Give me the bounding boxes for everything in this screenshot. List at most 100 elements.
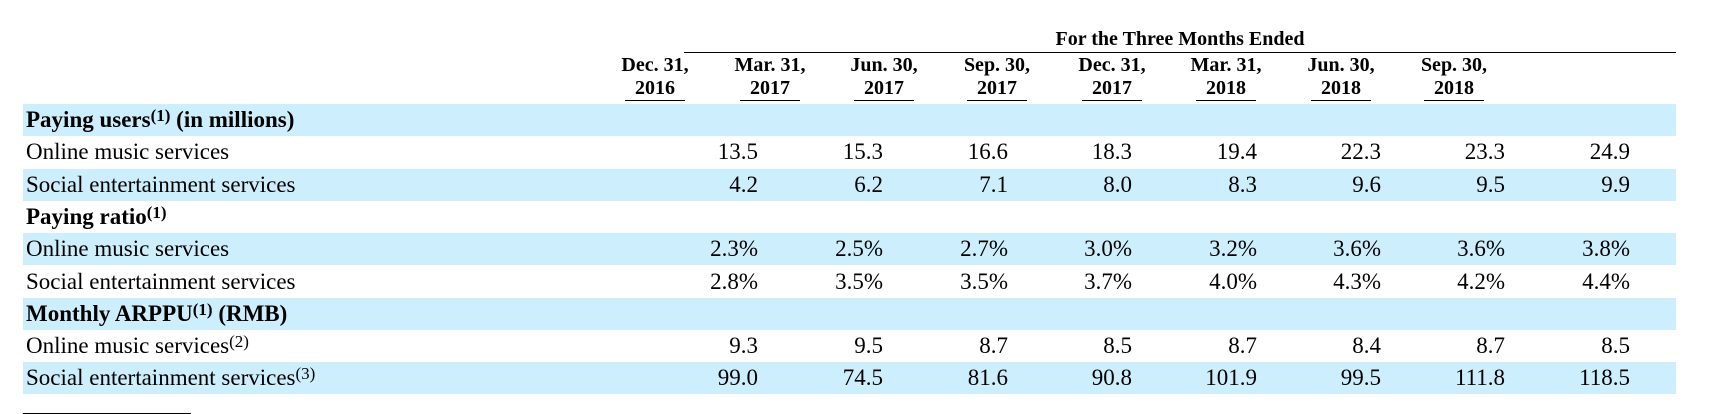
table-cell: 24.9 [1589,139,1630,165]
column-header-line2: 2017 [967,77,1027,101]
column-header: Jun. 30, 2017 [834,54,934,101]
column-header-line2: 2018 [1424,77,1484,101]
column-header-line2: 2018 [1311,77,1371,101]
table-row: Social entertainment services 2.8% 3.5% 3.5… [23,266,1676,298]
row-label: Social entertainment services [26,266,296,298]
row-label: Monthly ARPPU(1) (RMB) [26,298,287,330]
table-cell: 9.6 [1352,171,1381,197]
table-cell: 9.3 [729,333,758,359]
table-cell: 13.5 [717,139,758,165]
section-header-row: Monthly ARPPU(1) (RMB) [23,297,1676,330]
table-cell: 99.5 [1340,365,1381,391]
column-header: Jun. 30, 2018 [1291,54,1391,101]
column-header-line2: 2017 [740,77,800,101]
row-label: Paying ratio(1) [26,201,167,233]
column-header: Dec. 31, 2016 [605,54,705,101]
table-cell: 9.9 [1601,171,1630,197]
table-cell: 15.3 [842,139,883,165]
table-cell: 3.7% [1084,268,1132,294]
table-cell: 8.3 [1228,171,1257,197]
row-label-text: Online music services [26,139,230,165]
table-cell: 101.9 [1205,365,1257,391]
table-cell: 3.5% [835,268,883,294]
table-cell: 6.2 [854,171,883,197]
column-header-line1: Sep. 30, [1420,54,1488,76]
table-cell: 4.2 [729,171,758,197]
table-cell: 2.3% [710,236,758,262]
row-label-suffix: (RMB) [212,300,288,326]
row-label: Paying users(1) (in millions) [26,104,294,136]
column-header: Dec. 31, 2017 [1062,54,1162,101]
table-cell: 8.5 [1601,333,1630,359]
row-label-text: Social entertainment services [26,365,296,391]
table-cell: 7.1 [979,171,1008,197]
column-header-line1: Mar. 31, [1190,54,1262,76]
table-cell: 8.4 [1352,333,1381,359]
row-label-text: Social entertainment services [26,268,296,294]
table-cell: 99.0 [717,365,758,391]
column-header: Mar. 31, 2017 [720,54,820,101]
table-cell: 9.5 [1476,171,1505,197]
table-cell: 3.5% [960,268,1008,294]
row-label: Online music services [26,136,229,168]
table-row: Online music services(2) 9.3 9.5 8.7 8.5 8.7 8… [23,330,1676,362]
table-cell: 3.8% [1582,236,1630,262]
column-header: Sep. 30, 2018 [1404,54,1504,101]
footnote-marker: (2) [229,332,249,352]
column-header-line1: Jun. 30, [1307,54,1375,76]
row-label-text: Paying ratio [26,203,147,229]
column-header-line2: 2017 [1082,77,1142,101]
row-label-text: Paying users [26,107,151,132]
column-header-line2: 2017 [854,77,914,101]
table-cell: 111.8 [1454,365,1505,391]
table-row: Social entertainment services 4.2 6.2 7.1 8.… [23,168,1676,201]
row-label-text: Online music services [26,236,230,262]
table-cell: 4.0% [1209,268,1257,294]
table-cell: 9.5 [854,333,883,359]
footnote-marker: (1) [146,202,167,222]
table-cell: 2.8% [710,268,758,294]
table-row: Online music services 13.5 15.3 16.6 18.3 19.… [23,136,1676,168]
column-header-line2: 2018 [1196,77,1256,101]
table-cell: 23.3 [1464,139,1505,165]
table-cell: 2.5% [835,236,883,262]
column-header-line1: Mar. 31, [734,54,806,76]
row-label-text: Monthly ARPPU [26,300,193,326]
span-header-underline [684,52,1676,53]
table-cell: 18.3 [1091,139,1132,165]
table-cell: 81.6 [967,365,1008,391]
column-header-line1: Jun. 30, [850,54,918,76]
footnote-marker: (1) [192,299,213,319]
span-header: For the Three Months Ended [1055,28,1305,50]
table-cell: 4.4% [1582,268,1630,294]
table-cell: 8.7 [979,333,1008,359]
table-cell: 8.7 [1476,333,1505,359]
table-cell: 3.6% [1457,236,1505,262]
column-header-line2: 2016 [625,77,685,101]
table-cell: 4.2% [1457,268,1505,294]
table-cell: 118.5 [1579,365,1630,391]
table-cell: 3.0% [1084,236,1132,262]
row-label: Online music services [26,233,229,265]
section-header-row: Paying users(1) (in millions) [23,104,1676,136]
table-cell: 4.3% [1333,268,1381,294]
footnote-marker: (3) [295,364,316,384]
column-header: Sep. 30, 2017 [947,54,1047,101]
row-label: Social entertainment services [26,169,296,201]
table-cell: 8.7 [1228,333,1257,359]
footnote-marker: (1) [150,106,171,125]
table-row: Social entertainment services(3) 99.0 74.5… [23,362,1676,395]
column-header-line1: Sep. 30, [963,54,1031,76]
table-cell: 74.5 [842,365,883,391]
table-cell: 19.4 [1216,139,1257,165]
row-label: Online music services(2) [26,330,249,362]
table-cell: 22.3 [1340,139,1381,165]
column-header: Mar. 31, 2018 [1176,54,1276,101]
table-row: Online music services 2.3% 2.5% 2.7% 3.0% 3.2… [23,233,1676,266]
column-header-line1: Dec. 31, [621,54,689,76]
row-label: Social entertainment services(3) [26,362,315,394]
table-cell: 8.5 [1103,333,1132,359]
table-cell: 3.2% [1209,236,1257,262]
section-header-row: Paying ratio(1) [23,201,1676,233]
